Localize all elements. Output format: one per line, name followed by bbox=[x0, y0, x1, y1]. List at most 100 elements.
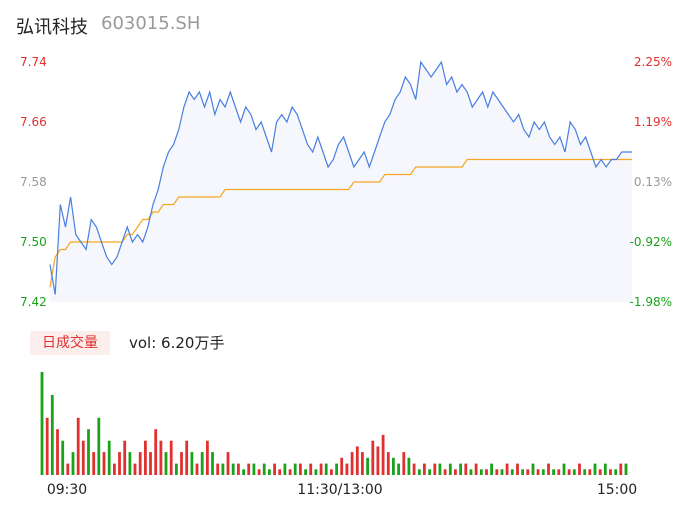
volume-bar bbox=[521, 469, 524, 475]
volume-bar bbox=[273, 463, 276, 475]
volume-bar bbox=[557, 469, 561, 475]
volume-bar bbox=[588, 469, 592, 475]
volume-bar bbox=[464, 463, 468, 475]
x-tick: 09:30 bbox=[47, 482, 87, 498]
volume-bar bbox=[578, 463, 581, 475]
volume-bar bbox=[433, 463, 437, 475]
volume-bar bbox=[412, 463, 416, 475]
volume-bar bbox=[479, 469, 483, 475]
y-tick-left: 7.42 bbox=[20, 295, 47, 309]
stock-name: 弘讯科技 bbox=[16, 17, 88, 38]
volume-bar bbox=[247, 463, 251, 475]
volume-bar bbox=[118, 452, 121, 475]
volume-bar bbox=[200, 452, 204, 475]
volume-bar bbox=[490, 463, 493, 475]
volume-bar bbox=[474, 463, 478, 475]
volume-bar bbox=[345, 463, 349, 475]
volume-bar bbox=[428, 469, 431, 475]
volume-bar bbox=[417, 469, 421, 475]
x-tick: 15:00 bbox=[597, 482, 637, 498]
volume-bar bbox=[81, 440, 85, 475]
volume-bar bbox=[97, 417, 101, 475]
volume-bar bbox=[614, 469, 618, 475]
volume-bar bbox=[469, 469, 473, 475]
volume-bar bbox=[330, 469, 333, 475]
volume-bar bbox=[603, 463, 607, 475]
volume-bar bbox=[242, 469, 245, 475]
volume-bar bbox=[516, 463, 519, 475]
volume-bar bbox=[133, 463, 137, 475]
y-tick-right: -0.92% bbox=[630, 235, 672, 249]
volume-bar bbox=[252, 463, 256, 475]
volume-bar bbox=[319, 463, 323, 475]
volume-bar bbox=[593, 463, 597, 475]
volume-bar bbox=[195, 463, 199, 475]
y-tick-left: 7.58 bbox=[20, 175, 47, 189]
y-tick-left: 7.74 bbox=[20, 55, 47, 69]
volume-bar bbox=[237, 463, 240, 475]
chart-header: 弘讯科技 603015.SH bbox=[0, 0, 686, 50]
volume-bar bbox=[531, 463, 535, 475]
volume-bar bbox=[381, 434, 385, 475]
volume-bar bbox=[113, 463, 116, 475]
volume-bar bbox=[454, 469, 457, 475]
volume-bar bbox=[288, 469, 292, 475]
volume-bar bbox=[510, 469, 514, 475]
volume-bar bbox=[169, 440, 173, 475]
volume-bar bbox=[231, 463, 235, 475]
y-tick-right: 1.19% bbox=[634, 115, 672, 129]
volume-bar bbox=[278, 469, 282, 475]
volume-tag: 日成交量 bbox=[30, 331, 110, 355]
volume-bar bbox=[371, 440, 375, 475]
volume-bar bbox=[459, 463, 462, 475]
time-ticks: 09:30 11:30/13:00 15:00 bbox=[47, 482, 637, 498]
volume-bar bbox=[61, 440, 65, 475]
volume-bar bbox=[624, 463, 628, 475]
volume-bar bbox=[583, 469, 587, 475]
volume-bar bbox=[495, 469, 499, 475]
volume-bar bbox=[402, 452, 406, 475]
volume-bar bbox=[107, 440, 111, 475]
volume-bar bbox=[154, 429, 158, 475]
volume-bar bbox=[438, 463, 442, 475]
volume-bar bbox=[572, 469, 576, 475]
volume-bar bbox=[268, 469, 271, 475]
volume-bar bbox=[190, 452, 194, 475]
volume-bar bbox=[66, 463, 70, 475]
volume-bar bbox=[262, 463, 266, 475]
volume-bar bbox=[293, 463, 297, 475]
volume-bar bbox=[206, 440, 209, 475]
volume-bar bbox=[547, 463, 550, 475]
volume-bar bbox=[164, 452, 168, 475]
volume-bar bbox=[175, 463, 178, 475]
stock-code: 603015.SH bbox=[101, 13, 201, 34]
volume-bar bbox=[71, 452, 75, 475]
average-price-line bbox=[49, 158, 632, 288]
axis-ticks: 7.74 7.66 7.58 7.50 7.42 2.25% 1.19% 0.13% -0.92… bbox=[20, 55, 672, 309]
volume-bar bbox=[299, 463, 302, 475]
y-tick-left: 7.66 bbox=[20, 115, 47, 129]
volume-bar bbox=[552, 469, 555, 475]
volume-bar bbox=[407, 457, 411, 475]
volume-bar bbox=[102, 452, 106, 475]
y-tick-right: 2.25% bbox=[634, 55, 672, 69]
volume-bar bbox=[619, 463, 623, 475]
volume-bar bbox=[505, 463, 509, 475]
volume-bar bbox=[355, 446, 359, 475]
price-area-fill bbox=[50, 62, 632, 302]
volume-bar bbox=[567, 469, 571, 475]
y-tick-left: 7.50 bbox=[20, 235, 47, 249]
volume-bar bbox=[526, 469, 530, 475]
volume-bar bbox=[423, 463, 426, 475]
volume-bar bbox=[45, 417, 49, 475]
volume-bar bbox=[149, 452, 152, 475]
volume-bar bbox=[50, 394, 54, 475]
volume-bar bbox=[87, 429, 90, 475]
volume-bar bbox=[335, 463, 338, 475]
volume-bar bbox=[536, 469, 540, 475]
volume-bar bbox=[128, 452, 132, 475]
price-lines bbox=[49, 60, 632, 295]
volume-bar bbox=[443, 469, 447, 475]
volume-bar bbox=[562, 463, 566, 475]
volume-bar bbox=[609, 469, 612, 475]
